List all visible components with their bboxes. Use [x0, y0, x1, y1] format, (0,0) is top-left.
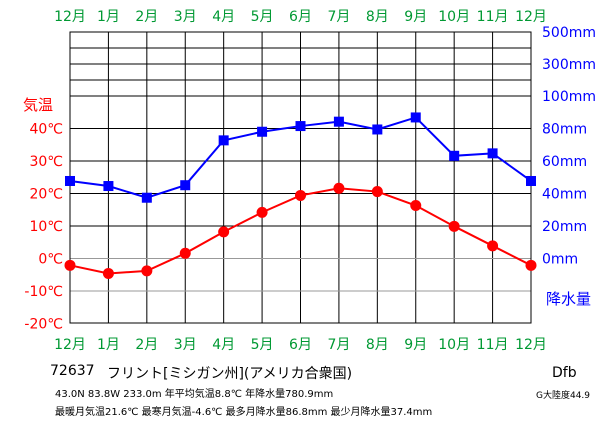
temperature-point [64, 259, 76, 271]
temperature-tick-label: -10℃ [24, 284, 63, 300]
temperature-point [371, 186, 383, 198]
temperature-point [179, 247, 191, 259]
temperature-tick-label: -20℃ [24, 317, 63, 333]
bottom-month-labels: 12月 1月 2月 3月 4月 5月 6月 7月 8月 9月 10月 11月 12月 [54, 337, 547, 353]
precipitation-tick-label: 20mm [542, 219, 587, 235]
precipitation-point [295, 121, 306, 132]
station-code: 72637 [50, 363, 95, 379]
precipitation-point [526, 175, 536, 186]
month-label-top: 3月 [174, 9, 197, 25]
month-label-top: 5月 [251, 9, 274, 25]
temperature-tick-label: 20℃ [29, 187, 63, 203]
precipitation-tick-label: 0mm [542, 252, 578, 268]
month-label-top: 11月 [477, 9, 509, 25]
precipitation-tick-labels: 500mm 300mm 100mm 80mm 60mm 40mm 20mm 0mm [542, 25, 596, 268]
temperature-tick-label: 30℃ [29, 154, 63, 170]
precipitation-point [103, 181, 114, 192]
precipitation-point [333, 116, 344, 127]
month-label-bottom: 7月 [327, 337, 350, 353]
temperature-point [141, 265, 153, 277]
month-label-top: 1月 [97, 9, 120, 25]
month-label-bottom: 3月 [174, 337, 197, 353]
temperature-series [64, 182, 537, 279]
precipitation-point [487, 148, 498, 159]
month-label-bottom: 12月 [54, 337, 86, 353]
month-label-top: 2月 [135, 9, 158, 25]
month-label-top: 7月 [327, 9, 350, 25]
month-label-top: 8月 [366, 9, 389, 25]
precipitation-point [141, 192, 152, 203]
month-label-bottom: 2月 [135, 337, 158, 353]
precipitation-tick-label: 300mm [542, 57, 596, 73]
temperature-point [487, 240, 499, 252]
precipitation-tick-label: 60mm [542, 154, 587, 170]
precipitation-point [449, 150, 460, 161]
temperature-axis-title: 気温 [23, 96, 53, 114]
month-label-bottom: 12月 [515, 337, 547, 353]
month-label-bottom: 10月 [438, 337, 470, 353]
summary-line-2: 最暖月気温21.6℃ 最寒月気温-4.6℃ 最多月降水量86.8mm 最少月降水… [55, 407, 433, 418]
koppen-class: Dfb [552, 365, 577, 381]
temperature-point [102, 267, 114, 279]
precipitation-tick-label: 500mm [542, 25, 596, 41]
continentality: G大陸度44.9 [536, 391, 591, 401]
precipitation-point [257, 126, 268, 137]
precipitation-axis-title: 降水量 [546, 290, 591, 308]
precipitation-series [65, 112, 536, 203]
station-name: フリント[ミシガン州](アメリカ合衆国) [107, 366, 353, 382]
temperature-tick-label: 40℃ [29, 122, 63, 138]
temperature-tick-label: 10℃ [29, 219, 63, 235]
summary-line-1: 43.0N 83.8W 233.0m 年平均気温8.8℃ 年降水量780.9mm [55, 389, 334, 400]
temperature-point [448, 220, 460, 232]
precipitation-point [410, 112, 421, 123]
month-label-bottom: 5月 [251, 337, 274, 353]
precipitation-point [180, 180, 191, 191]
temperature-point [525, 259, 537, 271]
month-label-top: 9月 [404, 9, 427, 25]
month-label-bottom: 11月 [477, 337, 509, 353]
top-month-labels: 12月 1月 2月 3月 4月 5月 6月 7月 8月 9月 10月 11月 12月 [54, 9, 547, 25]
temperature-tick-labels: 40℃ 30℃ 20℃ 10℃ 0℃ -10℃ -20℃ [24, 122, 63, 333]
precipitation-point [65, 175, 75, 186]
temperature-tick-label: 0℃ [38, 252, 63, 268]
month-label-bottom: 6月 [289, 337, 312, 353]
month-label-top: 6月 [289, 9, 312, 25]
month-label-bottom: 4月 [212, 337, 235, 353]
precipitation-point [218, 135, 229, 146]
temperature-point [333, 182, 345, 194]
precipitation-point [372, 124, 383, 135]
temperature-point [295, 189, 306, 201]
precipitation-tick-label: 80mm [542, 122, 587, 138]
temperature-point [218, 226, 230, 238]
temperature-point [256, 206, 268, 218]
temperature-point [410, 200, 422, 212]
month-label-top: 12月 [54, 9, 86, 25]
month-label-top: 12月 [515, 9, 547, 25]
month-label-top: 4月 [212, 9, 235, 25]
month-label-bottom: 9月 [404, 337, 427, 353]
grid [70, 32, 531, 323]
month-label-bottom: 8月 [366, 337, 389, 353]
precipitation-tick-label: 40mm [542, 187, 587, 203]
month-label-bottom: 1月 [97, 337, 120, 353]
precipitation-tick-label: 100mm [542, 89, 596, 105]
month-label-top: 10月 [438, 9, 470, 25]
